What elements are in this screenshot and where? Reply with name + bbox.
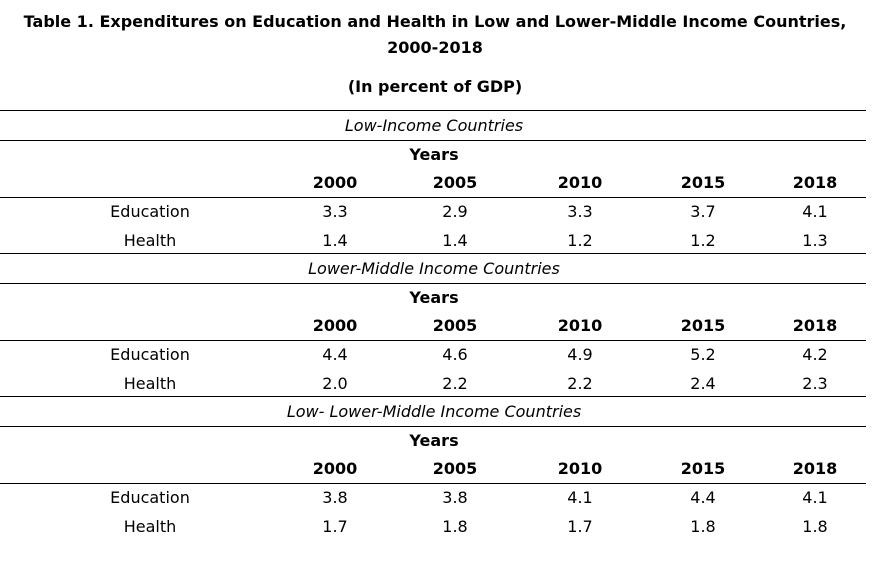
year-header: 2010	[557, 459, 603, 478]
section-title: Lower-Middle Income Countries	[308, 259, 560, 278]
table-cell: 2.4	[690, 373, 716, 393]
table-cell: 2.3	[802, 373, 828, 393]
table-cell: 1.8	[442, 516, 468, 536]
table-cell: 2.2	[567, 373, 593, 393]
section-title-rule	[0, 283, 866, 284]
year-header: 2000	[312, 173, 358, 192]
year-header: 2015	[680, 459, 726, 478]
row-label: Health	[123, 230, 177, 250]
year-header: 2018	[792, 459, 838, 478]
table-cell: 4.4	[690, 488, 716, 507]
table-cell: 3.7	[690, 202, 716, 221]
year-header: 2005	[432, 316, 478, 335]
years-header: Years	[409, 145, 459, 164]
section-title: Low- Lower-Middle Income Countries	[286, 402, 582, 421]
year-header: 2000	[312, 459, 358, 478]
table-title-line-2: 2000-2018	[387, 38, 483, 57]
table-title-line-1: Table 1. Expenditures on Education and H…	[23, 12, 847, 31]
section-top-rule	[0, 253, 866, 254]
table-cell: 2.0	[322, 373, 348, 393]
year-header: 2005	[432, 173, 478, 192]
year-header: 2010	[557, 173, 603, 192]
year-header: 2005	[432, 459, 478, 478]
table-cell: 4.2	[802, 345, 828, 364]
row-label: Health	[123, 516, 177, 536]
table-cell: 4.4	[322, 345, 348, 364]
table-cell: 4.9	[567, 345, 593, 364]
row-label: Health	[123, 373, 177, 393]
header-bottom-rule	[0, 340, 866, 341]
table-cell: 3.8	[442, 488, 468, 507]
table-cell: 1.8	[690, 516, 716, 536]
years-header: Years	[409, 431, 459, 450]
table-cell: 3.3	[567, 202, 593, 221]
section-top-rule	[0, 110, 866, 111]
section-top-rule	[0, 396, 866, 397]
table-cell: 4.1	[802, 488, 828, 507]
header-bottom-rule	[0, 483, 866, 484]
table-cell: 5.2	[690, 345, 716, 364]
year-header: 2010	[557, 316, 603, 335]
years-header: Years	[409, 288, 459, 307]
row-label: Education	[110, 345, 190, 364]
table-cell: 2.2	[442, 373, 468, 393]
table-cell: 1.7	[567, 516, 593, 536]
table-cell: 1.3	[802, 230, 828, 250]
header-bottom-rule	[0, 197, 866, 198]
year-header: 2015	[680, 316, 726, 335]
table-subtitle: (In percent of GDP)	[347, 77, 523, 96]
section-title-rule	[0, 140, 866, 141]
table-cell: 4.1	[802, 202, 828, 221]
year-header: 2000	[312, 316, 358, 335]
table-cell: 4.6	[442, 345, 468, 364]
section-title-rule	[0, 426, 866, 427]
table-cell: 2.9	[442, 202, 468, 221]
table-cell: 1.2	[567, 230, 593, 250]
table-cell: 1.2	[690, 230, 716, 250]
table-cell: 3.8	[322, 488, 348, 507]
year-header: 2015	[680, 173, 726, 192]
table-cell: 4.1	[567, 488, 593, 507]
table-cell: 3.3	[322, 202, 348, 221]
table-cell: 1.7	[322, 516, 348, 536]
section-title: Low-Income Countries	[344, 116, 524, 135]
row-label: Education	[110, 488, 190, 507]
table-cell: 1.4	[322, 230, 348, 250]
year-header: 2018	[792, 316, 838, 335]
row-label: Education	[110, 202, 190, 221]
table-cell: 1.4	[442, 230, 468, 250]
table-cell: 1.8	[802, 516, 828, 536]
year-header: 2018	[792, 173, 838, 192]
